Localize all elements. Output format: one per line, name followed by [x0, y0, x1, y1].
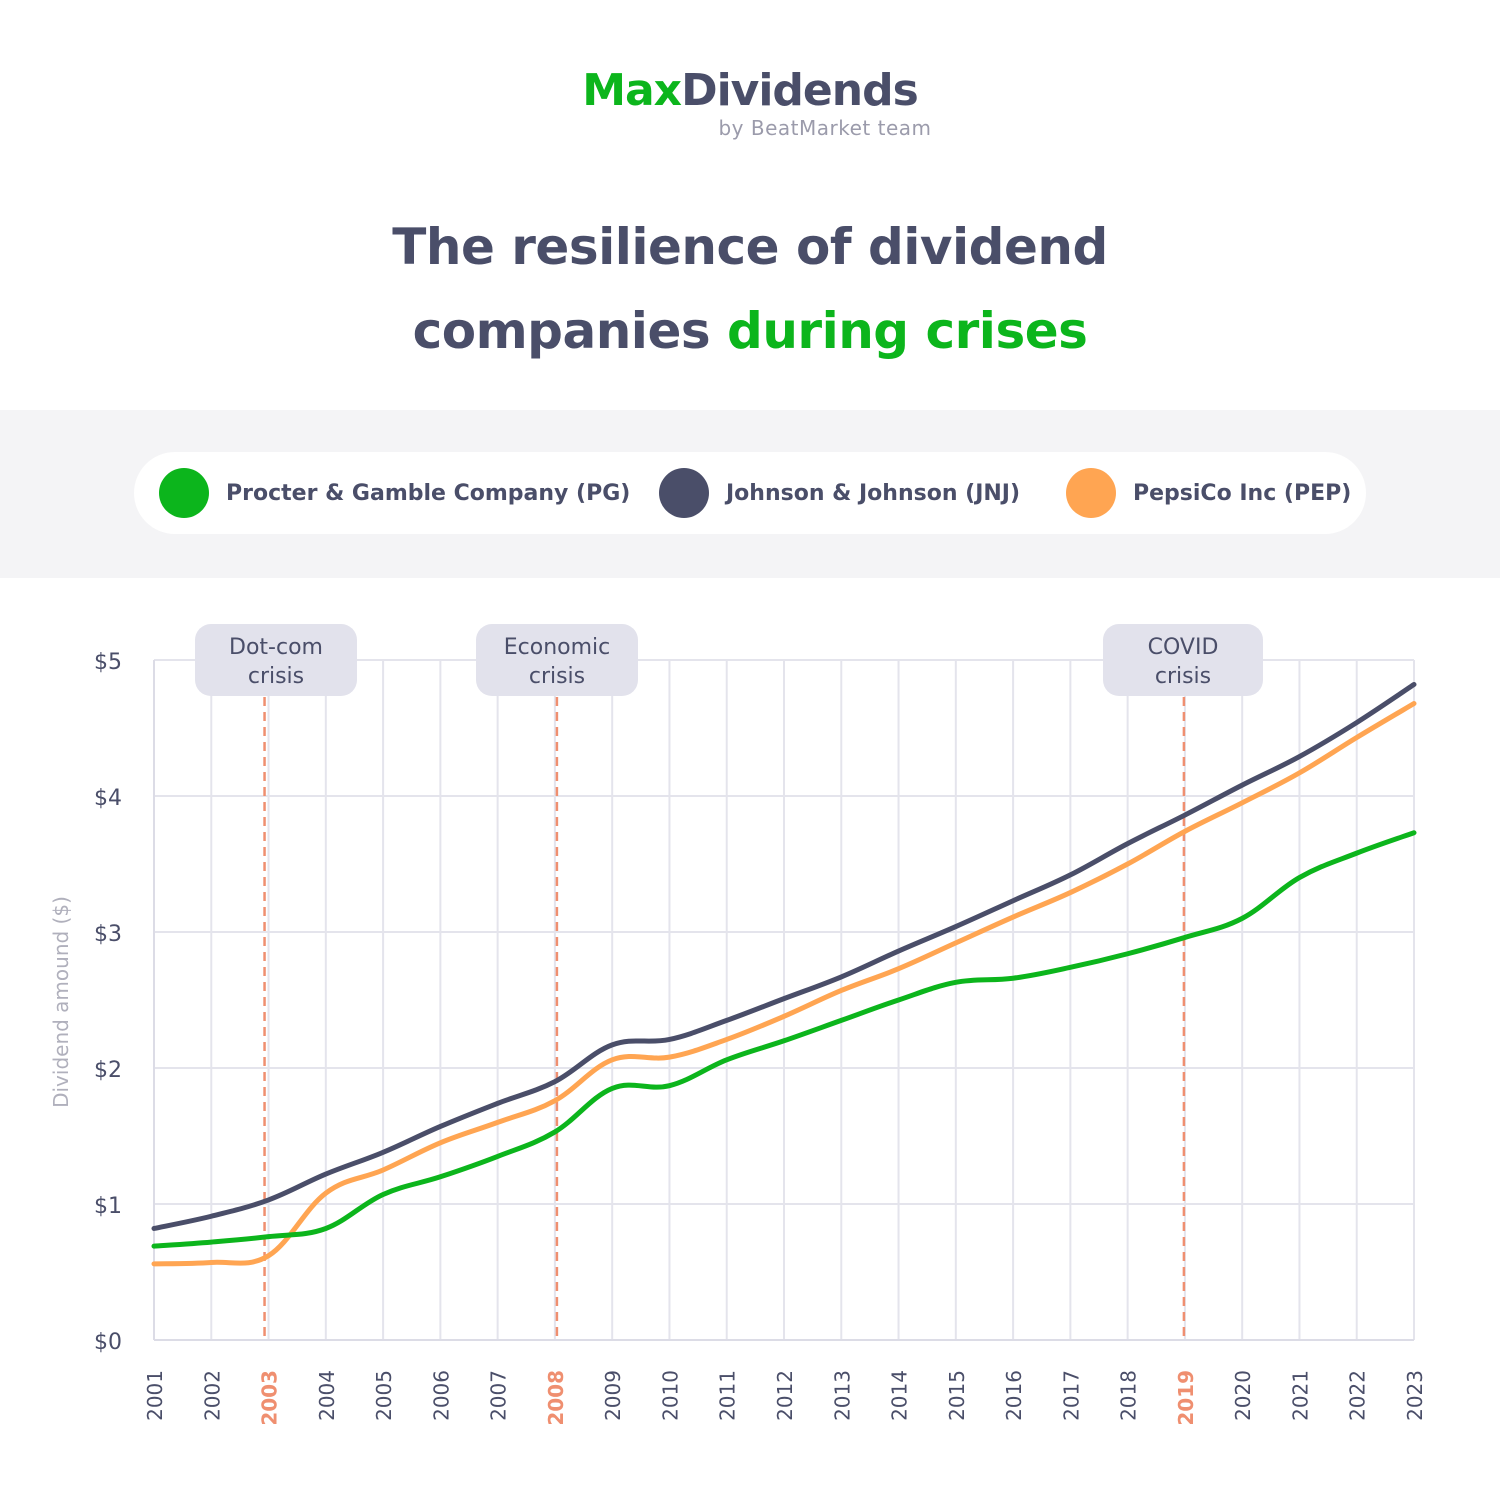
- crisis-annotation-box: [476, 624, 638, 696]
- crisis-annotation-line2: crisis: [248, 664, 304, 689]
- x-tick-label: 2019: [1174, 1370, 1198, 1426]
- x-tick-label: 2015: [945, 1370, 969, 1421]
- legend-swatch-pg: [159, 468, 209, 518]
- series-line-pg: [151, 830, 1417, 1249]
- y-tick-label: $1: [94, 1194, 122, 1219]
- legend-swatch-jnj: [659, 468, 709, 518]
- crisis-annotation-line1: Economic: [504, 635, 611, 660]
- x-tick-label: 2017: [1059, 1370, 1083, 1421]
- x-tick-label: 2020: [1231, 1370, 1255, 1421]
- crisis-annotation-line1: COVID: [1148, 635, 1219, 660]
- x-tick-label: 2006: [429, 1370, 453, 1421]
- x-tick-label: 2022: [1346, 1370, 1370, 1421]
- brand-logo: MaxDividends: [0, 62, 1500, 120]
- title-plain: companies: [412, 302, 728, 360]
- crisis-annotation-box: [1103, 624, 1263, 696]
- series-line-pep: [151, 701, 1417, 1267]
- x-tick-label: 2012: [773, 1370, 797, 1421]
- y-tick-label: $4: [94, 786, 122, 811]
- title-line-1: The resilience of dividend: [392, 218, 1108, 276]
- x-tick-label: 2016: [1002, 1370, 1026, 1421]
- legend-swatch-pep: [1066, 468, 1116, 518]
- dividend-line-chart: $0 $1 $2 $3 $4 $5 Dot-com crisis Economic crisis C…: [94, 624, 1427, 1426]
- y-tick-label: $5: [94, 650, 122, 675]
- y-tick-label: $3: [94, 922, 122, 947]
- page-title: The resilience of dividend companies dur…: [0, 205, 1500, 373]
- x-tick-label: 2023: [1403, 1370, 1427, 1421]
- x-tick-label: 2011: [716, 1370, 740, 1421]
- crisis-annotation-line1: Dot-com: [229, 635, 323, 660]
- x-tick-label: 2010: [658, 1370, 682, 1421]
- crisis-annotation-line2: crisis: [529, 664, 585, 689]
- x-tick-label: 2005: [372, 1370, 396, 1421]
- x-tick-label: 2004: [315, 1370, 339, 1421]
- x-tick-label: 2014: [888, 1370, 912, 1421]
- legend-item-pep: PepsiCo Inc (PEP): [1066, 468, 1351, 518]
- series-line-jnj: [151, 681, 1417, 1231]
- brand-name-dividends: Dividends: [681, 65, 919, 116]
- legend-item-jnj: Johnson & Johnson (JNJ): [659, 468, 1020, 518]
- legend-label-pg: Procter & Gamble Company (PG): [226, 480, 631, 506]
- x-tick-label: 2018: [1117, 1370, 1141, 1421]
- x-tick-label: 2008: [544, 1370, 568, 1426]
- legend-item-pg: Procter & Gamble Company (PG): [159, 468, 630, 518]
- brand-subtitle: by BeatMarket team: [718, 116, 932, 140]
- chart-legend: Procter & Gamble Company (PG) Johnson & …: [134, 452, 1366, 534]
- x-tick-label: 2003: [258, 1370, 282, 1426]
- title-accent: during crises: [727, 302, 1088, 360]
- y-tick-label: $2: [94, 1058, 122, 1083]
- title-line-2: companies during crises: [0, 289, 1500, 373]
- legend-label-jnj: Johnson & Johnson (JNJ): [726, 480, 1021, 506]
- x-tick-label: 2009: [601, 1370, 625, 1421]
- x-tick-label: 2021: [1288, 1370, 1312, 1421]
- crisis-annotation-line2: crisis: [1155, 664, 1211, 689]
- x-tick-label: 2007: [487, 1370, 511, 1421]
- crisis-annotation-box: [195, 624, 357, 696]
- legend-label-pep: PepsiCo Inc (PEP): [1133, 480, 1352, 506]
- y-tick-label: $0: [94, 1330, 122, 1355]
- x-tick-label: 2001: [143, 1370, 167, 1421]
- x-tick-label: 2002: [200, 1370, 224, 1421]
- x-tick-label: 2013: [830, 1370, 854, 1421]
- brand-name-max: Max: [582, 65, 682, 116]
